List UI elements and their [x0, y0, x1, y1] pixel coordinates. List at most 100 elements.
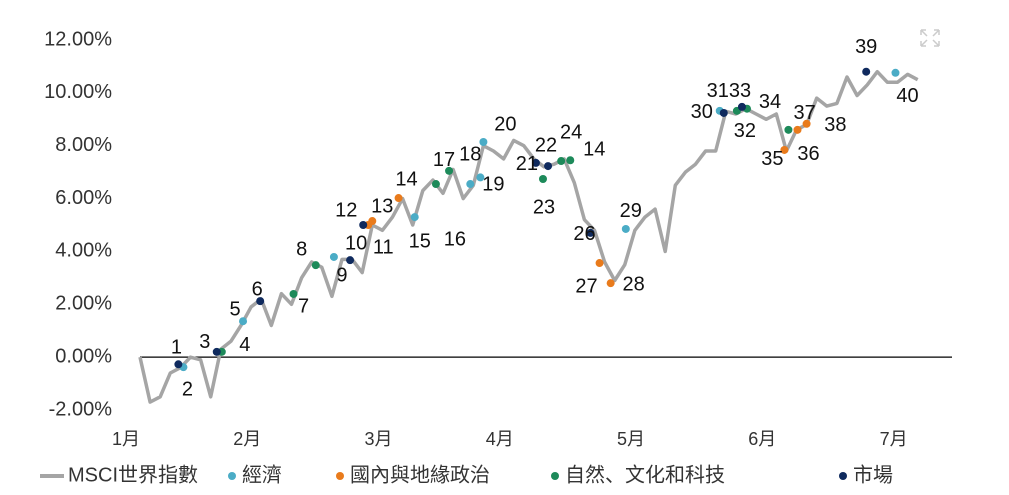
- event-marker: [538, 175, 547, 184]
- event-marker: [784, 125, 793, 134]
- event-label: 14: [583, 139, 605, 161]
- legend-label: 自然、文化和科技: [565, 463, 725, 486]
- event-label: 36: [797, 143, 819, 165]
- event-marker: [174, 360, 183, 369]
- event-label: 1: [171, 337, 182, 359]
- event-marker: [531, 158, 540, 167]
- event-label: 37: [793, 102, 815, 124]
- event-marker: [431, 180, 440, 189]
- event-marker: [802, 119, 811, 128]
- event-marker: [346, 256, 355, 265]
- legend-marker: [336, 472, 344, 480]
- y-tick-label: 0.00%: [55, 345, 112, 367]
- x-tick-label: 4月: [486, 429, 514, 449]
- event-label: 2: [182, 378, 193, 400]
- event-marker: [780, 145, 789, 154]
- event-label: 39: [855, 36, 877, 58]
- x-tick-label: 1月: [112, 429, 140, 449]
- event-marker: [359, 221, 368, 229]
- event-label: 32: [734, 120, 756, 142]
- event-label: 9: [336, 264, 347, 286]
- event-marker: [311, 261, 320, 270]
- event-marker: [621, 224, 630, 233]
- event-label: 11: [373, 236, 394, 258]
- event-label: 22: [535, 134, 557, 156]
- event-label: 21: [516, 153, 538, 175]
- index-line: [138, 69, 919, 404]
- event-label: 5: [229, 298, 240, 320]
- y-tick-label: 8.00%: [55, 134, 112, 156]
- event-marker: [445, 166, 454, 175]
- event-marker: [476, 173, 485, 182]
- event-label: 24: [560, 121, 582, 143]
- event-label: 40: [896, 85, 918, 107]
- expand-icon[interactable]: [920, 29, 940, 47]
- event-marker: [394, 194, 403, 203]
- event-marker: [566, 156, 575, 165]
- event-label: 31: [707, 80, 729, 102]
- event-label: 7: [298, 295, 309, 317]
- x-tick-label: 5月: [617, 429, 645, 449]
- legend-label: 市場: [853, 463, 893, 486]
- event-label: 15: [409, 230, 431, 252]
- y-tick-label: 4.00%: [55, 240, 112, 262]
- event-label: 18: [459, 143, 481, 165]
- event-marker: [606, 279, 615, 288]
- event-marker: [719, 108, 728, 117]
- event-label: 6: [252, 278, 263, 300]
- event-marker: [466, 180, 475, 189]
- legend-label: 國內與地緣政治: [350, 463, 490, 486]
- event-label: 27: [575, 275, 597, 297]
- event-label: 4: [239, 334, 250, 356]
- x-tick-label: 6月: [748, 429, 776, 449]
- y-tick-label: -2.00%: [49, 398, 113, 420]
- event-label: 14: [395, 168, 417, 190]
- event-marker: [329, 252, 338, 261]
- legend-marker: [839, 472, 847, 480]
- event-label: 33: [729, 80, 751, 102]
- event-label: 30: [691, 101, 713, 123]
- event-marker: [586, 228, 595, 237]
- event-label: 3: [199, 331, 210, 353]
- event-label: 17: [433, 149, 455, 171]
- event-label: 12: [335, 199, 357, 221]
- event-marker: [410, 213, 419, 222]
- event-label: 8: [296, 238, 307, 260]
- x-tick-label: 3月: [364, 429, 392, 449]
- event-label: 16: [444, 228, 466, 250]
- event-marker: [737, 102, 746, 111]
- event-label: 28: [623, 273, 645, 295]
- event-label: 13: [371, 195, 393, 217]
- event-marker: [368, 217, 377, 226]
- event-label: 26: [573, 223, 595, 245]
- x-tick-label: 2月: [233, 429, 261, 449]
- event-marker: [557, 157, 566, 166]
- legend-marker: [228, 472, 236, 480]
- event-marker: [544, 162, 553, 171]
- event-label: 19: [482, 174, 504, 196]
- legend-label: MSCI世界指數: [68, 463, 198, 486]
- event-label: 10: [345, 232, 367, 254]
- y-tick-label: 10.00%: [44, 81, 112, 103]
- y-tick-label: 6.00%: [55, 187, 112, 209]
- event-marker: [891, 68, 900, 77]
- event-label: 38: [824, 114, 846, 136]
- event-label: 35: [761, 148, 783, 170]
- event-marker: [595, 259, 604, 268]
- event-label: 23: [533, 196, 555, 218]
- event-label: 20: [494, 113, 516, 135]
- legend-label: 經濟: [242, 463, 282, 486]
- x-tick-label: 7月: [880, 429, 908, 449]
- event-marker: [239, 317, 248, 326]
- event-marker: [212, 347, 221, 356]
- event-marker: [479, 138, 488, 147]
- legend-marker: [551, 472, 559, 480]
- event-label: 29: [620, 200, 642, 222]
- event-marker: [862, 67, 871, 76]
- y-tick-label: 2.00%: [55, 293, 112, 315]
- event-label: 34: [759, 91, 781, 113]
- event-marker: [289, 289, 298, 298]
- y-tick-label: 12.00%: [44, 28, 112, 50]
- event-marker: [256, 297, 265, 306]
